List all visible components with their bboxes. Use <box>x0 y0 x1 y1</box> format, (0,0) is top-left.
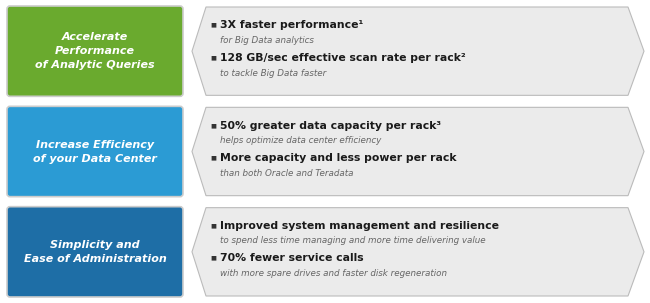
FancyBboxPatch shape <box>7 6 183 96</box>
Polygon shape <box>192 7 644 95</box>
Text: ■: ■ <box>210 224 216 228</box>
Text: to spend less time managing and more time delivering value: to spend less time managing and more tim… <box>220 236 486 245</box>
Text: to tackle Big Data faster: to tackle Big Data faster <box>220 69 326 78</box>
Text: Improved system management and resilience: Improved system management and resilienc… <box>220 221 499 231</box>
Text: ■: ■ <box>210 55 216 60</box>
Text: 70% fewer service calls: 70% fewer service calls <box>220 253 363 263</box>
Polygon shape <box>192 208 644 296</box>
Text: 128 GB/sec effective scan rate per rack²: 128 GB/sec effective scan rate per rack² <box>220 53 466 63</box>
FancyBboxPatch shape <box>7 207 183 297</box>
Text: 50% greater data capacity per rack³: 50% greater data capacity per rack³ <box>220 121 441 131</box>
Polygon shape <box>192 107 644 196</box>
Text: than both Oracle and Teradata: than both Oracle and Teradata <box>220 169 354 178</box>
Text: More capacity and less power per rack: More capacity and less power per rack <box>220 153 456 163</box>
Text: ■: ■ <box>210 123 216 128</box>
Text: Accelerate
Performance
of Analytic Queries: Accelerate Performance of Analytic Queri… <box>35 32 155 70</box>
Text: Increase Efficiency
of your Data Center: Increase Efficiency of your Data Center <box>33 139 157 164</box>
Text: with more spare drives and faster disk regeneration: with more spare drives and faster disk r… <box>220 269 447 278</box>
Text: ■: ■ <box>210 256 216 261</box>
Text: Simplicity and
Ease of Administration: Simplicity and Ease of Administration <box>23 240 166 264</box>
Text: 3X faster performance¹: 3X faster performance¹ <box>220 20 363 30</box>
Text: ■: ■ <box>210 23 216 28</box>
FancyBboxPatch shape <box>7 106 183 197</box>
Text: ■: ■ <box>210 155 216 161</box>
Text: helps optimize data center efficiency: helps optimize data center efficiency <box>220 136 382 145</box>
Text: for Big Data analytics: for Big Data analytics <box>220 35 314 45</box>
